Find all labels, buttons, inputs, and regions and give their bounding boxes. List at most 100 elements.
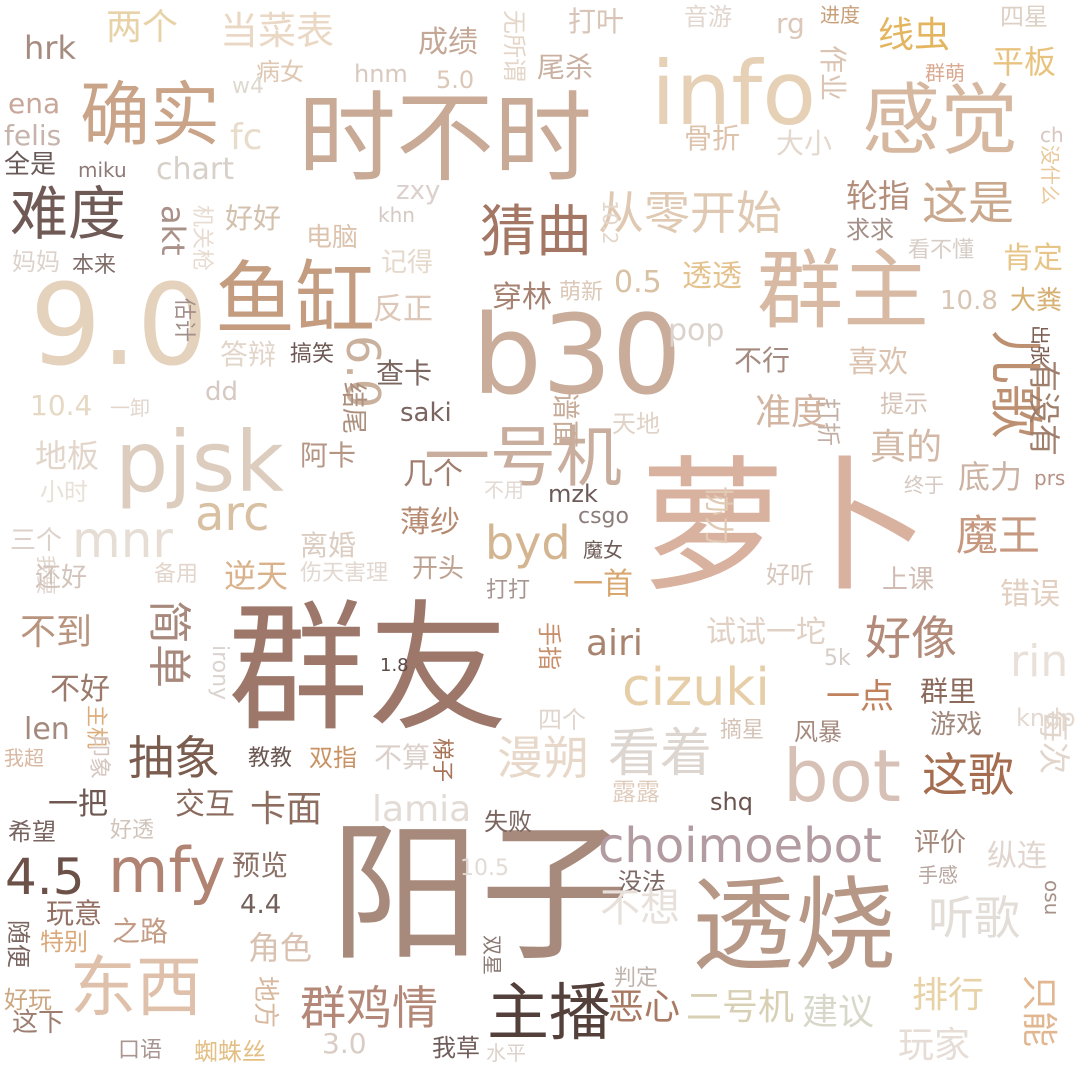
cloud-word: 轮指 [846,177,911,215]
cloud-word: 纵连 [987,839,1047,874]
cloud-word: 天地 [612,410,660,438]
cloud-word: 蜘蛛丝 [194,1038,266,1066]
cloud-word: 1.8 [380,655,409,676]
cloud-word: 恶心 [608,987,681,1028]
cloud-word: 教教 [248,746,293,771]
cloud-word: 口语 [118,1038,163,1063]
cloud-word: 打叶 [568,5,625,38]
cloud-word: 好听 [766,561,814,589]
cloud-word: 提示 [880,390,928,418]
cloud-word: 错误 [1000,577,1060,612]
cloud-word: dd [205,377,239,407]
cloud-word: 简单 [143,600,194,688]
cloud-word: 不好 [50,672,110,707]
cloud-word: 群鸡情 [300,981,438,1035]
cloud-word: 游戏 [930,710,983,740]
cloud-word: 魔女 [583,538,623,562]
cloud-word: 备用 [154,562,199,587]
cloud-word: choimoebot [598,818,882,874]
cloud-word: 上课 [882,565,935,595]
cloud-word: 试试一坨 [706,615,826,650]
cloud-word: 一卸 [110,396,150,420]
cloud-word: 进度 [820,3,860,27]
cloud-word: saki [400,398,452,428]
cloud-word: 群萌 [925,61,965,85]
cloud-word: arc [195,486,270,542]
cloud-word: 透烧 [692,867,896,986]
cloud-word: 大小 [776,127,833,160]
cloud-word: 好玩 [4,986,52,1014]
cloud-word: 随便 [4,920,32,968]
cloud-word: 特别 [40,928,88,956]
cloud-word: 好像 [865,611,957,665]
cloud-word: 双指 [309,744,357,772]
cloud-word: 确实 [80,74,220,156]
cloud-word: 无所谓 [500,10,528,82]
cloud-word: 时不时 [298,82,593,196]
cloud-word: 卡面 [250,789,323,830]
cloud-word: 好透 [110,818,155,843]
cloud-word: 开头 [412,554,465,584]
cloud-word: 记得 [381,248,434,278]
cloud-word: 萝卜 [640,443,930,612]
cloud-word: zxy [396,176,441,206]
cloud-word: 露露 [612,778,660,806]
cloud-word: 反正 [373,292,433,327]
cloud-word: 四个 [538,706,586,734]
cloud-word: 每次 [1035,710,1073,775]
cloud-word: osu [1040,880,1064,916]
cloud-word: 5.0 [436,66,475,94]
cloud-word: 全是 [4,150,57,180]
cloud-word: 手指 [535,622,563,670]
cloud-word: prs [1034,466,1066,490]
cloud-word: 这歌 [922,748,1014,802]
cloud-word: rg [776,7,805,40]
cloud-word: info [651,42,817,145]
cloud-word: 萌新 [559,280,604,305]
cloud-word: 作业 [816,45,849,102]
cloud-word: 求求 [846,216,894,244]
cloud-word: pjsk [115,413,285,511]
cloud-word: 准度 [755,392,828,433]
cloud-word: 10.8 [940,286,998,316]
cloud-word: 风暴 [794,718,842,746]
cloud-word: 一把 [48,787,108,822]
cloud-word: 小时 [40,478,88,506]
cloud-word: 好好 [225,202,282,235]
cloud-word: 终于 [904,473,944,497]
cloud-word: 东西 [70,949,202,1026]
cloud-word: 0.5 [614,265,662,300]
cloud-word: 我超 [4,746,44,770]
cloud-word: 判定 [614,966,659,991]
cloud-word: cizuki [622,658,770,718]
cloud-word: ena [8,87,61,120]
cloud-word: 只能 [1018,975,1059,1048]
cloud-word: 机关枪 [189,205,214,272]
cloud-word: miku [78,158,127,182]
cloud-word: 建议 [802,992,875,1033]
cloud-word: 真的 [870,427,943,468]
cloud-word: 电脑 [306,223,359,253]
cloud-word: 喜欢 [848,345,908,380]
cloud-word: 估计 [171,298,196,343]
cloud-word: 二号机 [686,987,795,1028]
cloud-word: 不到 [20,612,93,653]
cloud-word: 从零开始 [598,186,782,240]
cloud-word: 平板 [992,43,1057,81]
cloud-word: 三个 [10,526,63,556]
cloud-word: 音游 [684,3,732,31]
cloud-word: 主播 [487,976,612,1049]
cloud-word: 玩意 [46,897,103,930]
cloud-word: 难度 [10,180,127,248]
cloud-word: csgo [578,504,629,529]
cloud-word: 角色 [248,929,313,967]
cloud-word: 10.2 [598,200,622,245]
cloud-word: 梯子 [429,738,454,783]
cloud-word: 妈妈 [12,248,60,276]
cloud-word: kndp [1016,704,1076,732]
cloud-word: 一号机 [424,419,622,496]
cloud-word: 结尾 [338,382,368,435]
cloud-word: 听歌 [928,891,1020,945]
cloud-word: 评价 [914,828,967,858]
